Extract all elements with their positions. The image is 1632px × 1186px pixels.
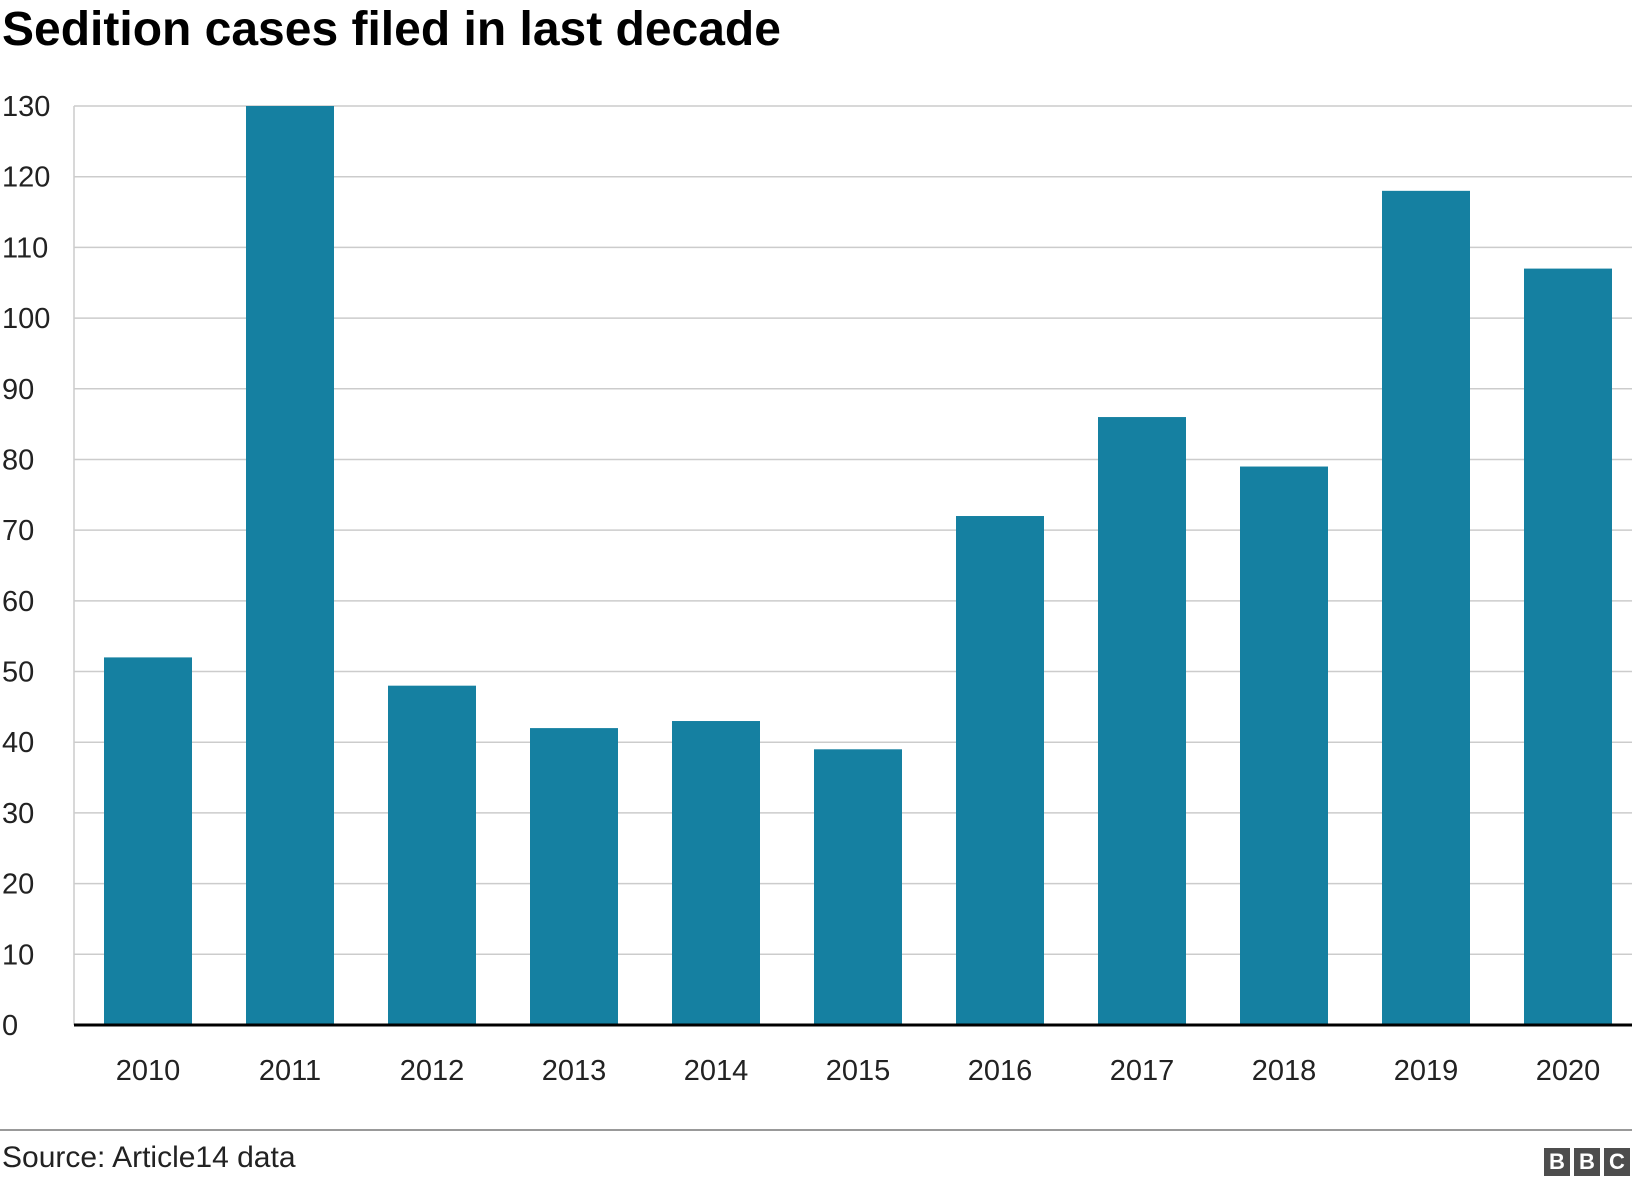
y-tick-label: 120 <box>2 162 50 194</box>
bar-chart: 0 10 20 30 40 50 60 70 80 90 100 110 120 130 2010 2011… <box>2 91 1632 1087</box>
y-tick-label: 10 <box>2 939 34 971</box>
y-tick-label: 30 <box>2 798 34 830</box>
bar-2019 <box>1382 190 1470 1026</box>
footer-divider <box>0 1129 1632 1131</box>
y-tick-label: 100 <box>2 303 50 335</box>
x-axis-ticks: 2010 2011 2012 2013 2014 2015 2016 2017 2018 2019… <box>116 1055 1601 1087</box>
bar-2018 <box>1240 466 1328 1025</box>
x-tick-label: 2014 <box>684 1055 749 1087</box>
y-tick-label: 70 <box>2 515 34 547</box>
y-tick-label: 20 <box>2 869 34 901</box>
x-tick-label: 2013 <box>542 1055 607 1087</box>
bbc-logo-letter: B <box>1544 1148 1570 1176</box>
bbc-logo-letter: B <box>1574 1148 1600 1176</box>
x-tick-label: 2011 <box>259 1055 321 1087</box>
x-tick-label: 2020 <box>1536 1055 1601 1087</box>
bars <box>104 106 1612 1026</box>
bar-2012 <box>388 685 476 1025</box>
x-tick-label: 2016 <box>968 1055 1033 1087</box>
bar-2014 <box>672 721 760 1025</box>
bar-2010 <box>104 657 192 1025</box>
x-tick-label: 2019 <box>1394 1055 1459 1087</box>
y-axis-ticks: 0 10 20 30 40 50 60 70 80 90 100 110 120 130 <box>2 91 50 1042</box>
y-tick-label: 130 <box>2 91 50 123</box>
bbc-logo-letter: C <box>1604 1148 1630 1176</box>
y-tick-label: 110 <box>2 232 48 264</box>
chart-title: Sedition cases filed in last decade <box>2 3 781 56</box>
bar-2013 <box>530 728 618 1025</box>
bar-2020 <box>1524 268 1612 1026</box>
y-tick-label: 90 <box>2 374 34 406</box>
x-tick-label: 2015 <box>826 1055 891 1087</box>
bar-2017 <box>1098 417 1186 1025</box>
y-tick-label: 40 <box>2 727 34 759</box>
x-tick-label: 2012 <box>400 1055 465 1087</box>
y-tick-label: 0 <box>2 1010 18 1042</box>
y-tick-label: 50 <box>2 657 34 689</box>
x-tick-label: 2017 <box>1110 1055 1175 1087</box>
y-tick-label: 80 <box>2 444 34 476</box>
bar-2011 <box>246 106 334 1025</box>
y-tick-label: 60 <box>2 586 34 618</box>
x-tick-label: 2018 <box>1252 1055 1317 1087</box>
bar-2016 <box>956 516 1044 1025</box>
x-tick-label: 2010 <box>116 1055 181 1087</box>
bar-2015 <box>814 749 902 1025</box>
source-note: Source: Article14 data <box>2 1141 296 1174</box>
